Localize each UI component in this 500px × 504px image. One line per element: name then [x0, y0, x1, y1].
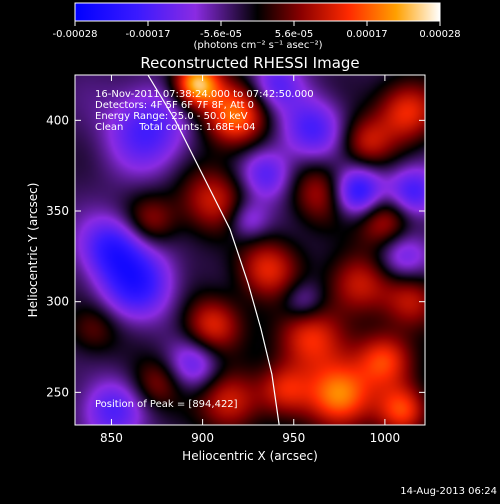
annotation-time-range: 16-Nov-2011 07:38:24.000 to 07:42:50.000 [95, 89, 314, 100]
y-tick-label: 400 [46, 113, 69, 127]
y-tick-label: 350 [46, 204, 69, 218]
annotation-block: 16-Nov-2011 07:38:24.000 to 07:42:50.000… [95, 89, 314, 133]
colorbar-tick-label: 0.00017 [346, 29, 387, 40]
colorbar-tick-label: 0.00028 [419, 29, 460, 40]
chart-title: Reconstructed RHESSI Image [140, 54, 359, 72]
colorbar-tick-label: -5.6e-05 [200, 29, 242, 40]
y-axis-label: Heliocentric Y (arcsec) [26, 183, 40, 318]
footer-timestamp: 14-Aug-2013 06:24 [400, 486, 497, 497]
colorbar-unit-label: (photons cm⁻² s⁻¹ asec⁻²) [193, 40, 322, 51]
x-tick-label: 950 [282, 431, 305, 445]
solar-limb-arc [147, 75, 280, 425]
x-tick-label: 850 [100, 431, 123, 445]
colorbar: -0.00028 -0.00017 -5.6e-05 5.6e-05 0.00017 0.… [53, 2, 461, 51]
colorbar-gradient [74, 2, 441, 22]
colorbar-tick-label: -0.00028 [53, 29, 98, 40]
annotation-detectors: Detectors: 4F 5F 6F 7F 8F, Att 0 [95, 100, 254, 111]
peak-position-label: Position of Peak = [894,422] [95, 399, 238, 410]
y-tick-label: 250 [46, 385, 69, 399]
colorbar-tick-label: -0.00017 [126, 29, 171, 40]
colorbar-tick-label: 5.6e-05 [275, 29, 313, 40]
x-axis-label: Heliocentric X (arcsec) [182, 449, 318, 463]
colorbar-ticks: -0.00028 -0.00017 -5.6e-05 5.6e-05 0.00017 0.… [53, 21, 461, 40]
x-tick-label: 1000 [370, 431, 401, 445]
annotation-clean-counts: Clean Total counts: 1.68E+04 [95, 122, 255, 133]
heatmap-image [75, 75, 425, 425]
y-tick-label: 300 [46, 295, 69, 309]
annotation-energy-range: Energy Range: 25.0 - 50.0 keV [95, 111, 248, 122]
x-axis-ticks: 850 900 950 1000 [100, 75, 400, 445]
y-axis-ticks: 250 300 350 400 [46, 113, 425, 399]
plot-frame [74, 74, 426, 426]
x-tick-label: 900 [191, 431, 214, 445]
